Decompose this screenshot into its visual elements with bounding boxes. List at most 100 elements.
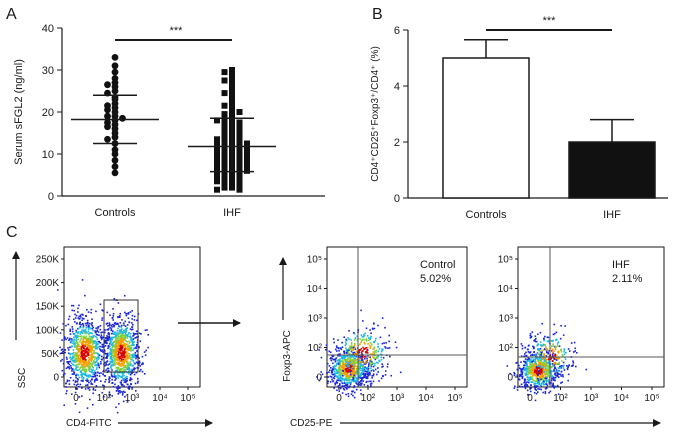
control-event-dot <box>368 371 371 374</box>
control-event-dot <box>335 375 337 378</box>
gating-event-dot <box>87 361 89 364</box>
control-event-dot <box>371 376 373 379</box>
control-event-dot <box>394 341 397 344</box>
control-event-dot <box>354 348 357 351</box>
gating-event-dot <box>118 335 120 338</box>
ihf-event-dot <box>531 374 534 377</box>
gating-event-dot <box>117 345 119 347</box>
gating-event-dot <box>87 387 89 390</box>
gating-event-dot <box>121 359 124 362</box>
ihf-event-dot <box>561 353 564 356</box>
ihf-event-dot <box>518 364 520 367</box>
ihf-event-dot <box>525 385 527 388</box>
controls-data-point <box>104 106 111 114</box>
control-event-dot <box>328 371 330 373</box>
gating-event-dot <box>78 361 80 363</box>
control-event-dot <box>350 339 352 341</box>
ihf-data-point <box>214 169 220 176</box>
gating-event-dot <box>65 386 67 388</box>
ihf-event-dot <box>513 387 516 389</box>
control-event-dot <box>363 355 366 358</box>
gating-event-dot <box>135 345 138 348</box>
control-event-dot <box>330 357 332 359</box>
gating-event-dot <box>114 331 116 334</box>
control-event-dot <box>344 341 347 343</box>
gating-event-dot <box>81 369 84 371</box>
ihf-event-dot <box>537 379 540 382</box>
gating-event-dot <box>122 367 124 369</box>
control-event-dot <box>354 359 357 362</box>
control-event-dot <box>342 350 345 353</box>
gating-event-dot <box>100 361 102 363</box>
gating-event-dot <box>130 338 132 340</box>
gating-event-dot <box>120 334 122 337</box>
gating-event-dot <box>118 343 121 346</box>
control-event-dot <box>370 335 372 338</box>
gating-event-dot <box>126 335 129 337</box>
control-event-dot <box>355 372 357 375</box>
gating-event-dot <box>80 331 83 333</box>
control-event-dot <box>363 334 366 337</box>
gating-event-dot <box>110 340 112 343</box>
control-event-dot <box>350 347 353 350</box>
gating-event-dot <box>123 377 126 380</box>
gating-event-dot <box>101 337 103 339</box>
gating-event-dot <box>130 328 133 331</box>
ihf-event-dot <box>531 331 534 333</box>
gating-event-dot <box>81 313 83 316</box>
ihf-event-dot <box>561 381 563 384</box>
gating-event-dot <box>106 322 109 325</box>
ihf-data-point <box>214 178 220 185</box>
ihf-event-dot <box>540 369 543 372</box>
gating-event-dot <box>131 369 133 372</box>
gating-event-dot <box>95 385 98 387</box>
ihf-event-dot <box>545 375 547 378</box>
gating-event-dot <box>77 327 80 330</box>
gating-event-dot <box>70 352 72 355</box>
ihf-data-point <box>229 109 235 115</box>
gating-event-dot <box>117 386 120 389</box>
gating-event-dot <box>124 354 127 357</box>
gating-event-dot <box>84 360 86 363</box>
gating-event-dot <box>114 376 116 379</box>
ihf-event-dot <box>534 382 537 385</box>
control-event-dot <box>350 366 352 369</box>
gating-event-dot <box>79 333 82 335</box>
gating-event-dot <box>82 358 85 361</box>
gating-event-dot <box>111 346 114 349</box>
gating-event-dot <box>123 374 125 377</box>
gating-event-dot <box>86 407 89 409</box>
panel-label-c: C <box>6 224 18 241</box>
gating-event-dot <box>123 353 125 356</box>
panel-a-y-tick-label: 0 <box>48 191 54 203</box>
control-event-dot <box>329 375 332 378</box>
gating-event-dot <box>119 356 121 359</box>
control-event-dot <box>345 347 347 350</box>
ihf-data-point <box>221 119 228 126</box>
gating-event-dot <box>114 363 117 366</box>
gating-event-dot <box>83 366 85 369</box>
gating-event-dot <box>87 362 90 365</box>
gating-event-dot <box>111 359 114 362</box>
gating-event-dot <box>80 357 82 359</box>
ihf-event-dot <box>528 376 530 379</box>
gating-event-dot <box>80 355 83 357</box>
gating-event-dot <box>75 348 78 351</box>
ihf-event-dot <box>532 364 535 367</box>
ihf-event-dot <box>550 340 553 342</box>
gating-event-dot <box>125 351 128 354</box>
control-event-dot <box>338 378 341 380</box>
controls-data-point <box>111 169 119 177</box>
ihf-event-dot <box>555 354 558 357</box>
gating-event-dot <box>109 356 112 358</box>
gating-event-dot <box>79 348 81 350</box>
ihf-event-dot <box>533 347 535 350</box>
control-event-dot <box>342 378 345 381</box>
gating-event-dot <box>68 361 70 363</box>
ihf-event-dot <box>551 365 553 368</box>
control-event-dot <box>351 373 354 375</box>
ihf-event-dot <box>536 355 538 358</box>
gating-event-dot <box>124 379 127 381</box>
control-event-dot <box>350 356 353 359</box>
gating-event-dot <box>123 349 126 351</box>
